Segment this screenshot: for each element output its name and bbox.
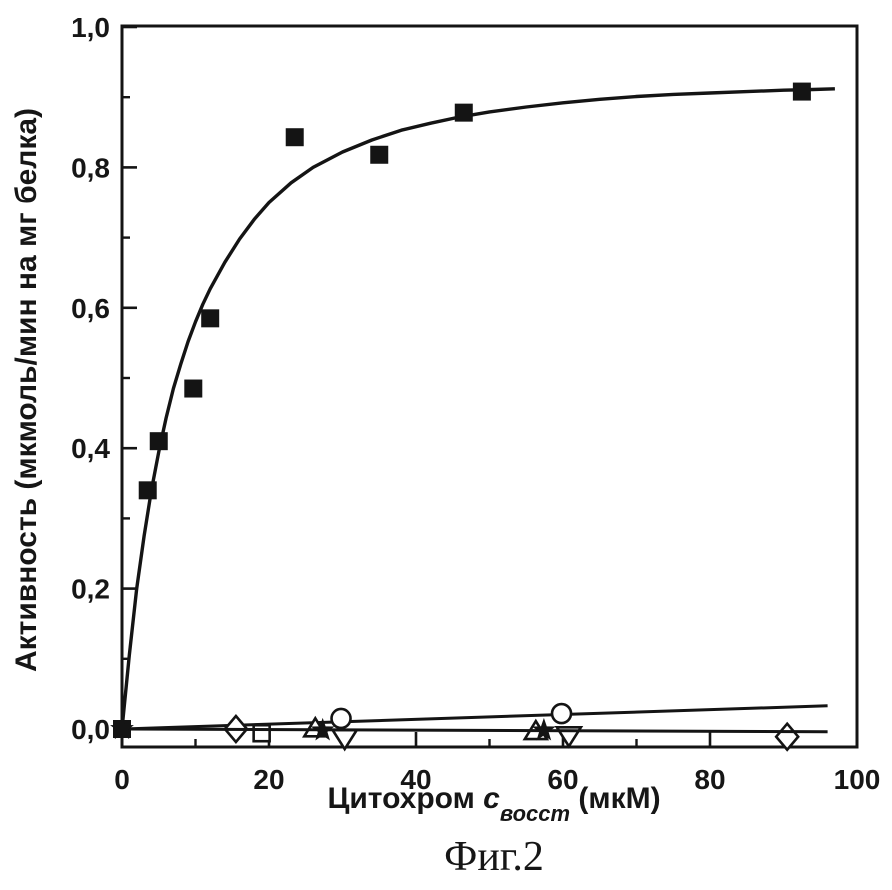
x-axis-title-subscript: восст bbox=[500, 801, 570, 826]
marker-open-circle bbox=[330, 707, 352, 730]
y-tick-label: 0,6 bbox=[71, 293, 110, 324]
y-tick-label: 0,4 bbox=[71, 433, 110, 464]
marker-filled-square bbox=[138, 481, 157, 500]
x-tick-label: 40 bbox=[400, 764, 431, 795]
marker-filled-star bbox=[110, 716, 134, 740]
marker-filled-square bbox=[792, 82, 811, 101]
fit-line bbox=[121, 727, 828, 734]
marker-filled-star bbox=[532, 717, 556, 741]
marker-filled-square bbox=[201, 309, 220, 328]
marker-open-circle bbox=[550, 702, 573, 725]
x-axis-title-prefix: Цитохром bbox=[327, 782, 483, 815]
fit-curve bbox=[120, 87, 835, 730]
x-axis-title-suffix: (мкМ) bbox=[570, 782, 661, 815]
x-tick-label: 80 bbox=[694, 764, 725, 795]
x-axis-title-symbol: с bbox=[483, 782, 500, 815]
y-tick-label: 0,0 bbox=[71, 714, 110, 745]
marker-open-square bbox=[252, 723, 271, 743]
y-tick-label: 1,0 bbox=[71, 12, 110, 43]
x-axis-title: Цитохром свосст (мкМ) bbox=[327, 782, 660, 826]
marker-filled-square bbox=[454, 103, 473, 122]
x-tick-label: 0 bbox=[114, 764, 130, 795]
series-filled-stars bbox=[110, 716, 828, 741]
y-tick-label: 0,8 bbox=[71, 152, 110, 183]
y-axis-title: Активность (мкмоль/мин на мг белка) bbox=[10, 108, 43, 672]
series-filled-squares-main bbox=[113, 82, 835, 738]
marker-filled-square bbox=[149, 432, 168, 451]
marker-filled-square bbox=[370, 145, 389, 164]
y-axis: 0,0 0,2 0,4 0,6 0,8 1,0 bbox=[71, 12, 137, 745]
x-tick-label: 100 bbox=[834, 764, 881, 795]
plot-area: 0 20 40 60 80 100 0,0 0,2 0,4 0,6 0,8 1,0 bbox=[71, 12, 880, 795]
plot-frame bbox=[120, 24, 859, 749]
marker-filled-square bbox=[285, 128, 304, 147]
x-tick-label: 20 bbox=[253, 764, 284, 795]
figure-caption: Фиг.2 bbox=[444, 834, 544, 880]
x-axis: 0 20 40 60 80 100 bbox=[114, 732, 880, 795]
marker-filled-star bbox=[310, 717, 335, 741]
marker-filled-square bbox=[184, 379, 203, 398]
series-open-squares bbox=[252, 723, 271, 743]
x-tick-label: 60 bbox=[547, 764, 578, 795]
y-tick-label: 0,2 bbox=[71, 574, 110, 605]
